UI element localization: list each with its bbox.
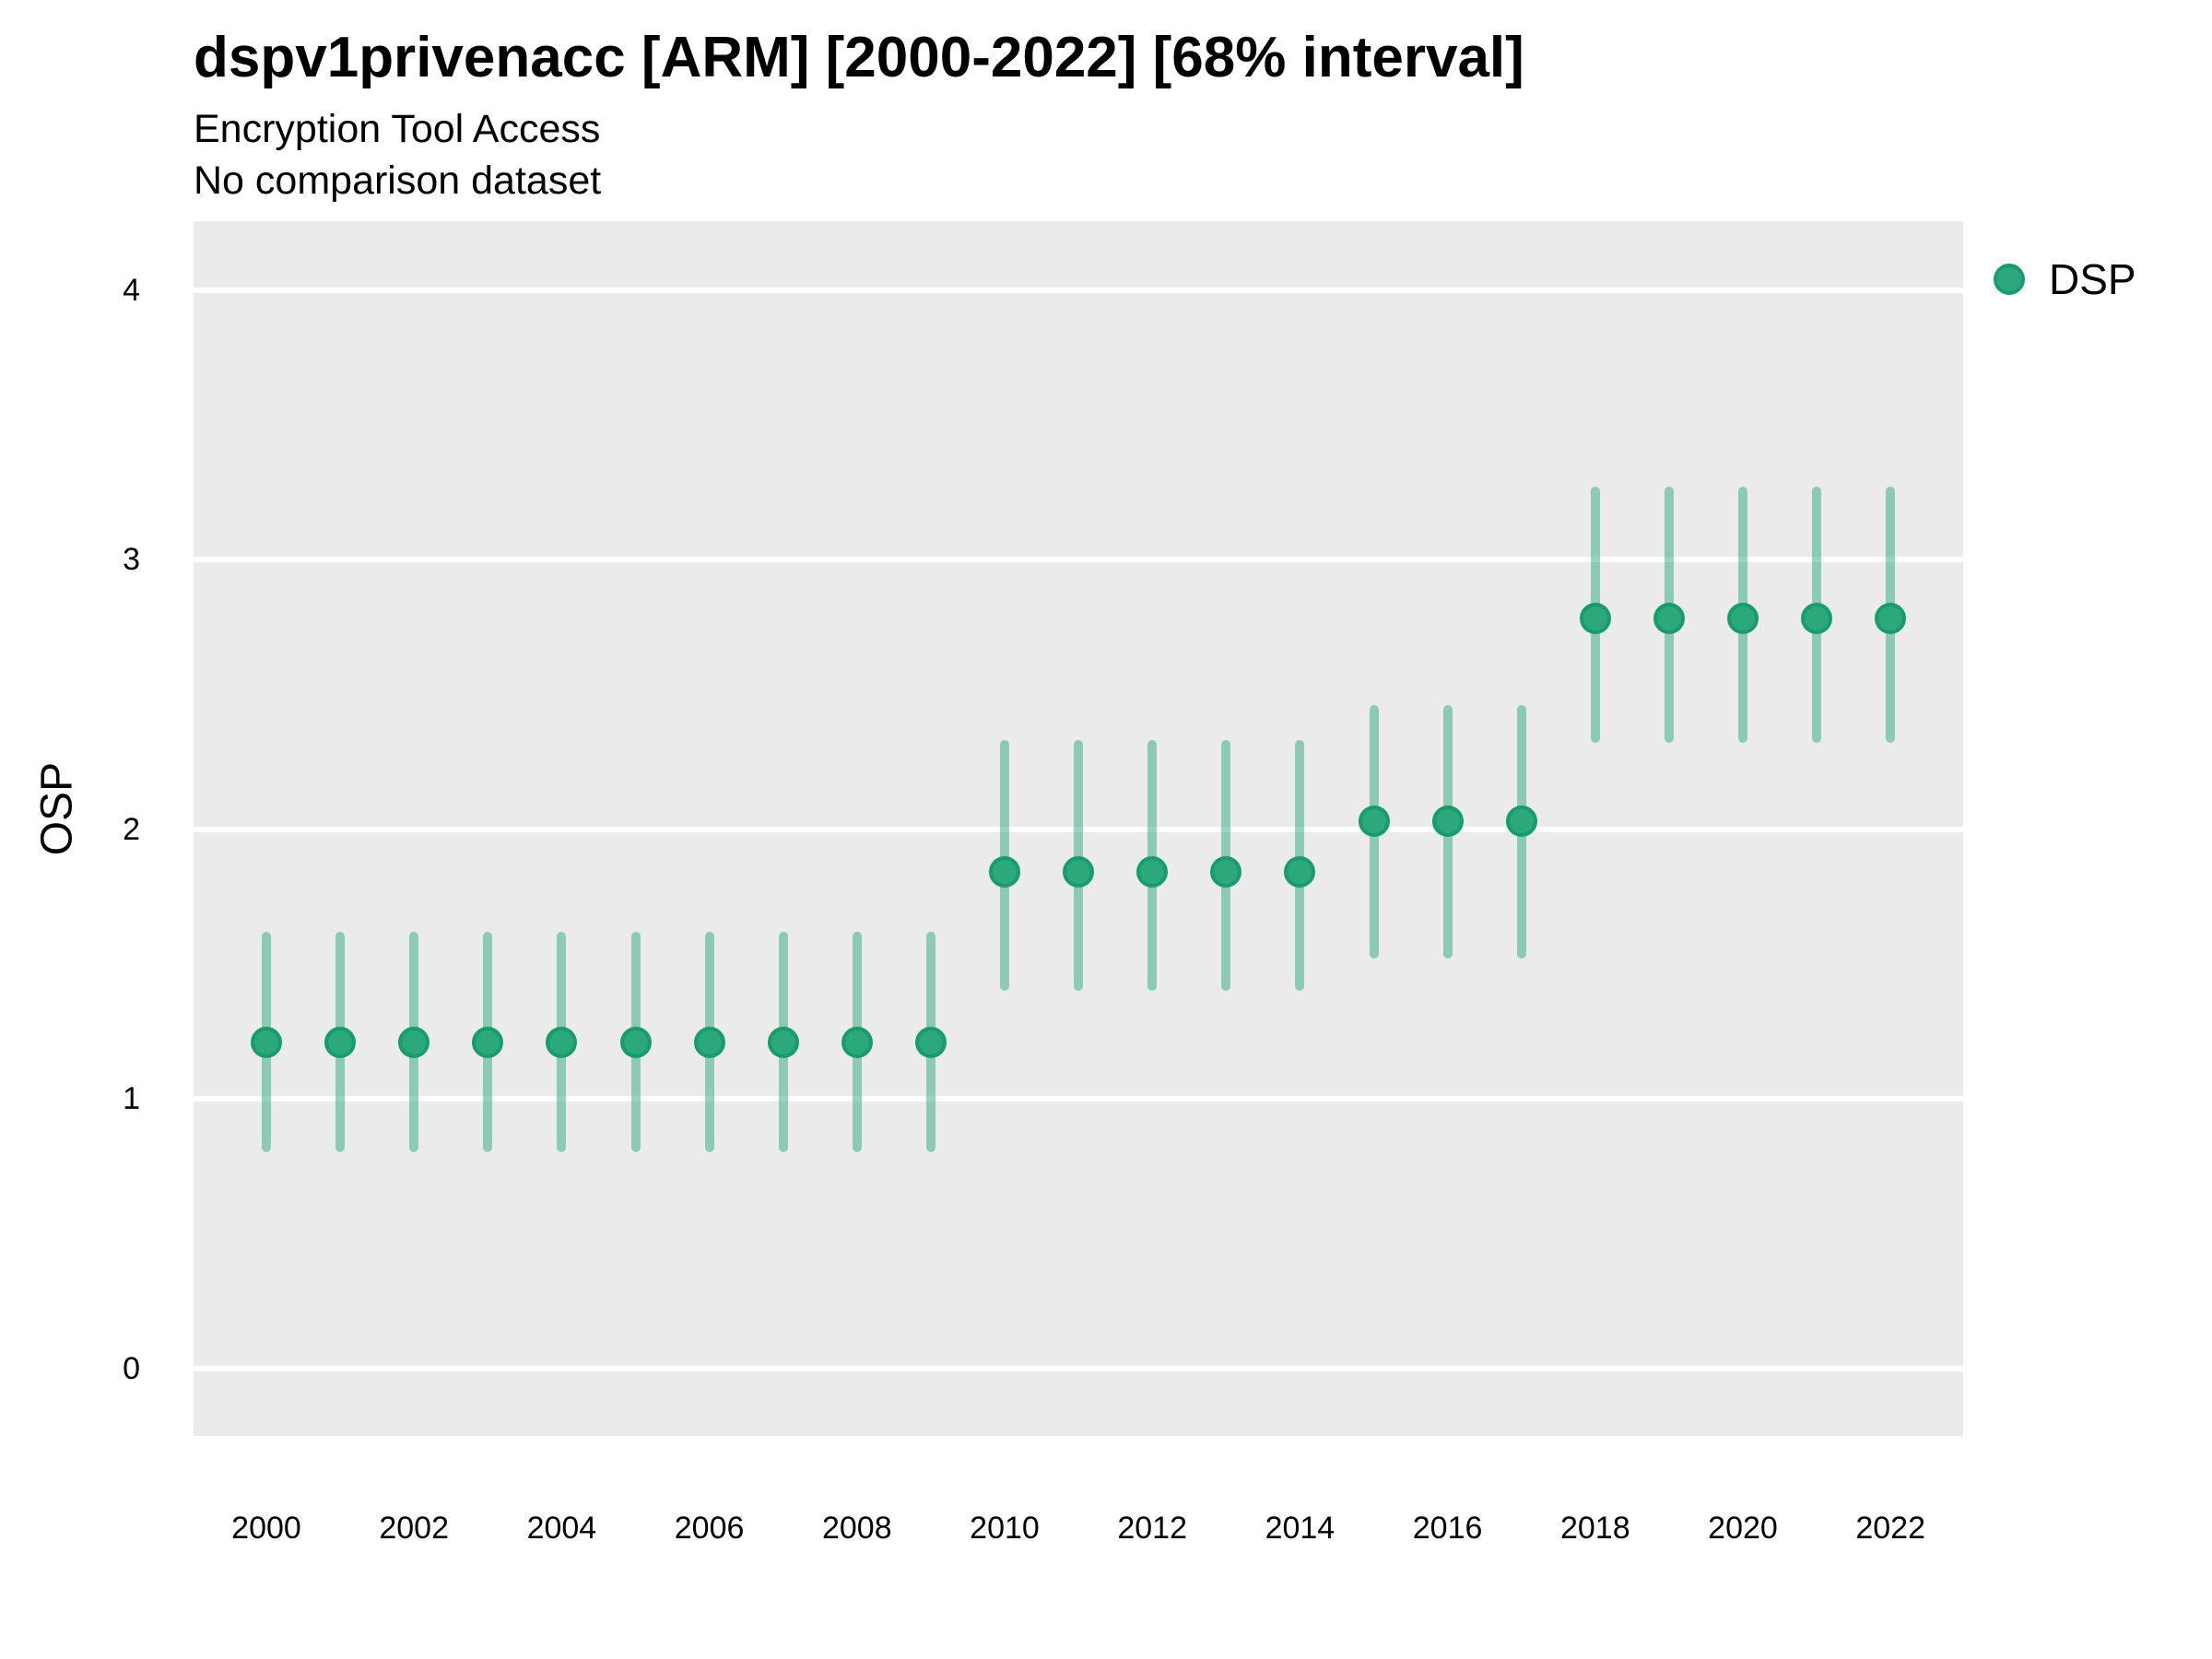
legend-series-label: DSP bbox=[2049, 255, 2136, 303]
x-tick-label: 2016 bbox=[1412, 1511, 1483, 1546]
x-tick-label: 2010 bbox=[970, 1511, 1040, 1546]
major-gridline bbox=[194, 1365, 1963, 1371]
major-gridline bbox=[194, 557, 1963, 562]
point-marker bbox=[989, 856, 1020, 888]
legend: DSP bbox=[1994, 254, 2136, 304]
point-marker bbox=[1063, 856, 1095, 888]
x-tick-label: 2006 bbox=[674, 1511, 745, 1546]
major-gridline bbox=[194, 287, 1963, 293]
point-marker bbox=[1284, 856, 1316, 888]
point-marker bbox=[546, 1026, 578, 1058]
point-marker bbox=[398, 1026, 430, 1058]
x-tick-label: 2004 bbox=[526, 1511, 597, 1546]
point-marker bbox=[1875, 603, 1907, 635]
point-marker bbox=[1136, 856, 1169, 888]
x-tick-label: 2008 bbox=[821, 1511, 892, 1546]
plot-panel bbox=[194, 221, 1963, 1436]
point-marker bbox=[1653, 603, 1685, 635]
y-tick-label: 1 bbox=[123, 1081, 140, 1116]
legend-point-icon bbox=[1994, 264, 2025, 295]
x-tick-label: 2012 bbox=[1117, 1511, 1187, 1546]
x-tick-label: 2018 bbox=[1559, 1511, 1630, 1546]
point-marker bbox=[1579, 603, 1611, 635]
chart-note: No comparison dataset bbox=[194, 159, 602, 203]
chart-subtitle: Encryption Tool Access bbox=[194, 107, 601, 151]
point-marker bbox=[619, 1026, 652, 1058]
x-tick-label: 2022 bbox=[1855, 1511, 1925, 1546]
point-marker bbox=[1358, 805, 1390, 837]
point-marker bbox=[1210, 856, 1242, 888]
point-marker bbox=[914, 1026, 947, 1058]
point-marker bbox=[1801, 603, 1833, 635]
x-tick-label: 2000 bbox=[231, 1511, 301, 1546]
point-marker bbox=[767, 1026, 799, 1058]
x-tick-label: 2014 bbox=[1265, 1511, 1335, 1546]
y-axis-title: OSP bbox=[32, 761, 82, 856]
point-marker bbox=[1505, 805, 1537, 837]
y-tick-label: 3 bbox=[123, 542, 140, 577]
x-tick-label: 2020 bbox=[1708, 1511, 1778, 1546]
point-marker bbox=[1727, 603, 1759, 635]
x-tick-label: 2002 bbox=[379, 1511, 449, 1546]
chart-title: dspv1privenacc [ARM] [2000-2022] [68% in… bbox=[194, 26, 1524, 89]
y-tick-label: 2 bbox=[123, 811, 140, 847]
point-marker bbox=[693, 1026, 725, 1058]
point-marker bbox=[1431, 805, 1464, 837]
y-tick-label: 4 bbox=[123, 272, 140, 308]
point-marker bbox=[472, 1026, 504, 1058]
point-marker bbox=[841, 1026, 873, 1058]
point-marker bbox=[251, 1026, 282, 1058]
point-marker bbox=[324, 1026, 357, 1058]
major-gridline bbox=[194, 1096, 1963, 1101]
y-tick-label: 0 bbox=[123, 1350, 140, 1386]
